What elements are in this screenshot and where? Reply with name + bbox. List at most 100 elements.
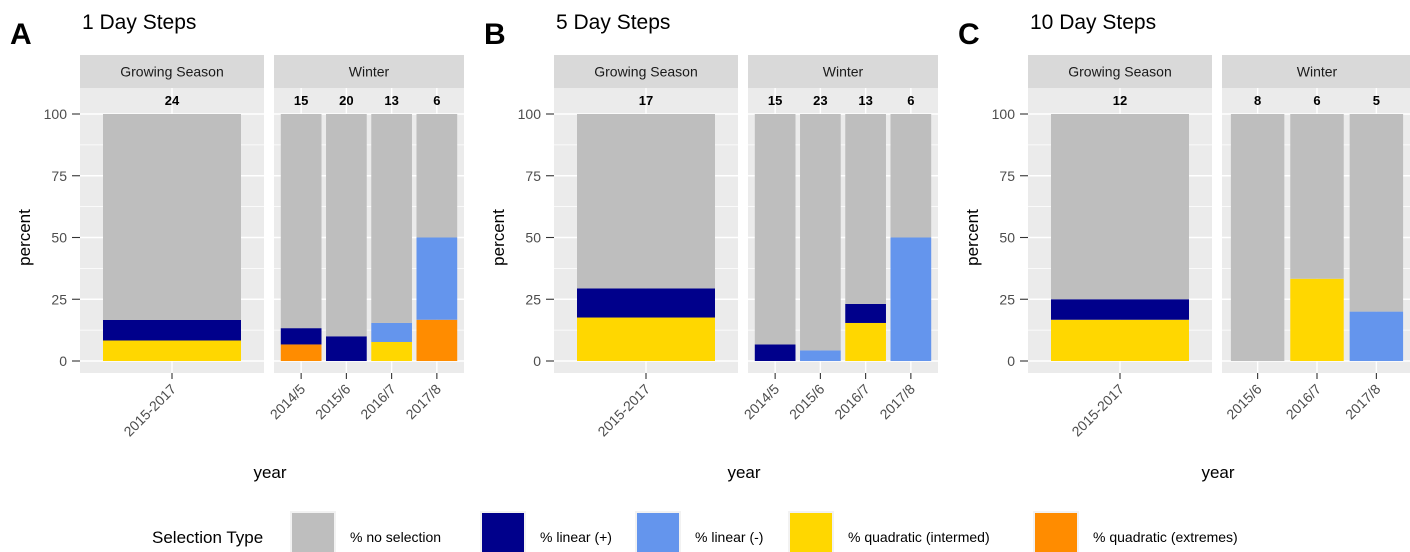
facet-strip-label: Growing Season: [120, 64, 224, 80]
count-label: 15: [294, 93, 308, 108]
panel-b: B 5 Day Steps percent 0 25 50 75 100 Growing Sea…: [484, 11, 938, 482]
legend-item-linpos: % linear (+): [480, 511, 612, 552]
count-label: 12: [1113, 93, 1127, 108]
x-axis-label: year: [1201, 463, 1234, 482]
count-label: 15: [768, 93, 782, 108]
bar-segment-none: [800, 114, 841, 351]
bar-segment-none: [371, 114, 412, 323]
y-tick-label: 75: [51, 168, 67, 184]
bar-segment-quadint: [577, 317, 715, 361]
y-tick-label: 25: [51, 291, 67, 307]
legend-item-quadext: % quadratic (extremes): [1033, 511, 1238, 552]
bar-segment-quadint: [371, 341, 412, 361]
legend-key-swatch: [482, 513, 524, 552]
bar-segment-none: [103, 114, 241, 320]
facet-winter: Winter 15 2014/5 20 2015/6 13 2016/7 6 2017/8: [267, 55, 464, 422]
y-tick-label: 50: [525, 230, 541, 246]
bar-segment-none: [326, 114, 367, 337]
y-tick-label: 75: [525, 168, 541, 184]
bar-segment-none: [1290, 114, 1344, 279]
bar-segment-linpos: [326, 336, 367, 361]
bar-segment-quadint: [103, 340, 241, 361]
x-tick-label: 2015/6: [312, 381, 354, 423]
bar-segment-linneg: [1349, 311, 1404, 361]
panel-letter: B: [484, 18, 506, 51]
count-label: 6: [907, 93, 914, 108]
facet-strip-label: Winter: [1297, 64, 1338, 80]
facet-strip: [1028, 55, 1212, 88]
panel-a: A 1 Day Steps percent 0 25 50 75 100 Growing Sea…: [10, 11, 464, 482]
bar-segment-quadint: [845, 322, 886, 361]
legend-label: % quadratic (intermed): [848, 529, 990, 545]
bar-segment-linpos: [577, 288, 715, 318]
count-label: 13: [858, 93, 872, 108]
facet-growing-season: Growing Season 12 2015-2017: [1028, 55, 1212, 439]
legend-title: Selection Type: [152, 528, 263, 547]
count-label: 6: [1313, 93, 1320, 108]
bar-segment-none: [280, 114, 322, 329]
facet-winter: Winter 8 2015/6 6 2016/7 5 2017/8: [1222, 55, 1410, 422]
bar-segment-linpos: [1051, 299, 1189, 320]
y-axis-label: percent: [489, 209, 508, 266]
facet-winter: Winter 15 2014/5 23 2015/6 13 2016/7 6 2017/8: [741, 55, 938, 422]
x-tick-label: 2015-2017: [1068, 381, 1127, 440]
count-label: 23: [813, 93, 827, 108]
y-tick-label: 100: [992, 106, 1016, 122]
x-axis-label: year: [253, 463, 286, 482]
x-tick-label: 2015/6: [786, 381, 828, 423]
facet-strip: [80, 55, 264, 88]
facet-strip-label: Winter: [349, 64, 390, 80]
x-tick-label: 2017/8: [402, 381, 444, 423]
legend-label: % quadratic (extremes): [1093, 529, 1238, 545]
facet-growing-season: Growing Season 24 2015-2017: [80, 55, 264, 439]
panel-title: 10 Day Steps: [1030, 11, 1156, 34]
facet-strip: [274, 55, 464, 88]
x-axis-label: year: [727, 463, 760, 482]
facet-growing-season: Growing Season 17 2015-2017: [554, 55, 738, 439]
y-tick-label: 0: [1007, 353, 1015, 369]
facet-strip: [1222, 55, 1410, 88]
bar-segment-quadint: [1051, 319, 1189, 361]
y-axis-label: percent: [15, 209, 34, 266]
bar-segment-linpos: [845, 303, 886, 323]
panel-title: 5 Day Steps: [556, 11, 670, 34]
x-tick-label: 2015-2017: [120, 381, 179, 440]
panel-title: 1 Day Steps: [82, 11, 196, 34]
bar-segment-none: [1349, 114, 1404, 312]
legend-label: % no selection: [350, 529, 441, 545]
bar-segment-linneg: [371, 322, 412, 342]
bar-segment-linneg: [890, 237, 932, 361]
x-tick-label: 2014/5: [267, 381, 309, 423]
y-tick-label: 25: [525, 291, 541, 307]
x-tick-label: 2015/6: [1223, 381, 1265, 423]
count-label: 20: [339, 93, 353, 108]
legend-key-swatch: [1035, 513, 1077, 552]
legend-label: % linear (+): [540, 529, 612, 545]
x-tick-label: 2015-2017: [594, 381, 653, 440]
facet-strip-label: Winter: [823, 64, 864, 80]
bar-segment-quadint: [1290, 278, 1344, 361]
bar-segment-linpos: [103, 319, 241, 341]
facet-strip: [554, 55, 738, 88]
bar-segment-linpos: [280, 328, 322, 345]
bar-segment-linneg: [416, 237, 458, 320]
legend: Selection Type % no selection % linear (+)…: [152, 511, 1238, 552]
facet-strip-label: Growing Season: [594, 64, 698, 80]
count-label: 17: [639, 93, 653, 108]
bar-segment-quadext: [416, 319, 458, 361]
legend-key-swatch: [637, 513, 679, 552]
y-tick-label: 50: [999, 230, 1015, 246]
y-tick-label: 50: [51, 230, 67, 246]
facet-strip-label: Growing Season: [1068, 64, 1172, 80]
x-tick-label: 2017/8: [876, 381, 918, 423]
facet-strip: [748, 55, 938, 88]
x-tick-label: 2017/8: [1342, 381, 1384, 423]
bar-segment-none: [1230, 114, 1285, 361]
bar-segment-none: [890, 114, 932, 238]
legend-key-swatch: [790, 513, 832, 552]
x-tick-label: 2016/7: [831, 381, 873, 423]
legend-item-quadint: % quadratic (intermed): [788, 511, 990, 552]
x-tick-label: 2016/7: [357, 381, 399, 423]
y-tick-label: 0: [533, 353, 541, 369]
count-label: 8: [1254, 93, 1261, 108]
